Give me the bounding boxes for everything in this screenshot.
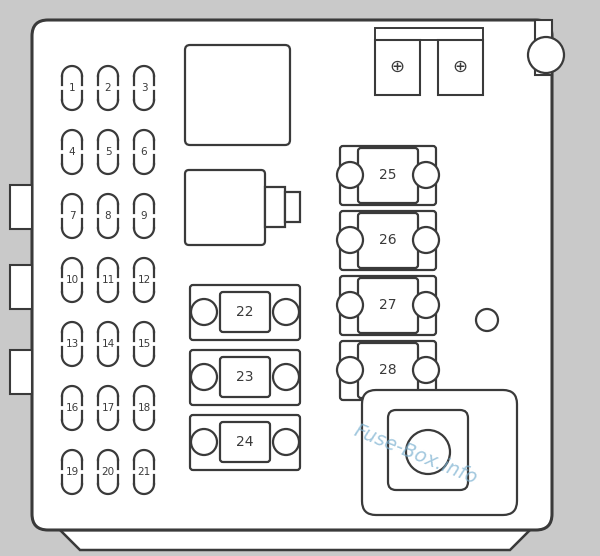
Circle shape [406, 430, 450, 474]
Text: ⊕: ⊕ [452, 58, 467, 76]
Text: 24: 24 [236, 435, 254, 449]
Text: 18: 18 [137, 403, 151, 413]
Circle shape [273, 364, 299, 390]
Text: 21: 21 [137, 467, 151, 477]
Text: 17: 17 [101, 403, 115, 413]
Text: 9: 9 [140, 211, 148, 221]
Text: 16: 16 [65, 403, 79, 413]
FancyBboxPatch shape [358, 213, 418, 268]
Bar [375, 28, 483, 40]
Bar [10, 185, 32, 229]
Circle shape [413, 227, 439, 253]
FancyBboxPatch shape [32, 20, 552, 530]
Text: 13: 13 [65, 339, 79, 349]
FancyBboxPatch shape [340, 276, 436, 335]
Text: 25: 25 [379, 168, 397, 182]
Text: 15: 15 [137, 339, 151, 349]
Bar [535, 20, 552, 75]
Text: 8: 8 [104, 211, 112, 221]
Text: 23: 23 [236, 370, 254, 384]
Text: 20: 20 [101, 467, 115, 477]
Text: 3: 3 [140, 83, 148, 93]
Circle shape [413, 357, 439, 383]
Circle shape [337, 357, 363, 383]
FancyBboxPatch shape [358, 343, 418, 398]
FancyBboxPatch shape [190, 350, 300, 405]
Circle shape [528, 37, 564, 73]
Text: 14: 14 [101, 339, 115, 349]
Text: 6: 6 [140, 147, 148, 157]
Text: 4: 4 [68, 147, 76, 157]
Text: 2: 2 [104, 83, 112, 93]
FancyBboxPatch shape [358, 278, 418, 333]
Text: 27: 27 [379, 298, 397, 312]
Bar [265, 187, 285, 227]
Circle shape [337, 227, 363, 253]
FancyBboxPatch shape [220, 357, 270, 397]
Circle shape [191, 429, 217, 455]
Polygon shape [60, 530, 530, 550]
Circle shape [413, 162, 439, 188]
FancyBboxPatch shape [388, 410, 468, 490]
Text: 10: 10 [65, 275, 79, 285]
Circle shape [413, 292, 439, 318]
Text: Fuse-Box.info: Fuse-Box.info [350, 421, 479, 488]
Circle shape [191, 364, 217, 390]
Text: 5: 5 [104, 147, 112, 157]
Bar [10, 265, 32, 309]
FancyBboxPatch shape [190, 415, 300, 470]
Circle shape [337, 292, 363, 318]
Circle shape [273, 429, 299, 455]
Bar [10, 350, 32, 394]
Text: 26: 26 [379, 233, 397, 247]
Text: 28: 28 [379, 363, 397, 377]
Text: 7: 7 [68, 211, 76, 221]
Text: ⊕: ⊕ [389, 58, 404, 76]
FancyBboxPatch shape [190, 285, 300, 340]
Text: 12: 12 [137, 275, 151, 285]
Text: 1: 1 [68, 83, 76, 93]
Circle shape [476, 309, 498, 331]
Circle shape [191, 299, 217, 325]
FancyBboxPatch shape [362, 390, 517, 515]
FancyBboxPatch shape [358, 148, 418, 203]
FancyBboxPatch shape [220, 422, 270, 462]
FancyBboxPatch shape [340, 211, 436, 270]
Bar [375, 40, 420, 95]
FancyBboxPatch shape [185, 45, 290, 145]
Text: 22: 22 [236, 305, 254, 319]
FancyBboxPatch shape [220, 292, 270, 332]
FancyBboxPatch shape [185, 170, 265, 245]
Circle shape [337, 162, 363, 188]
Text: 19: 19 [65, 467, 79, 477]
Bar [285, 192, 300, 222]
Text: 11: 11 [101, 275, 115, 285]
FancyBboxPatch shape [340, 146, 436, 205]
Bar [438, 40, 483, 95]
FancyBboxPatch shape [340, 341, 436, 400]
Circle shape [273, 299, 299, 325]
